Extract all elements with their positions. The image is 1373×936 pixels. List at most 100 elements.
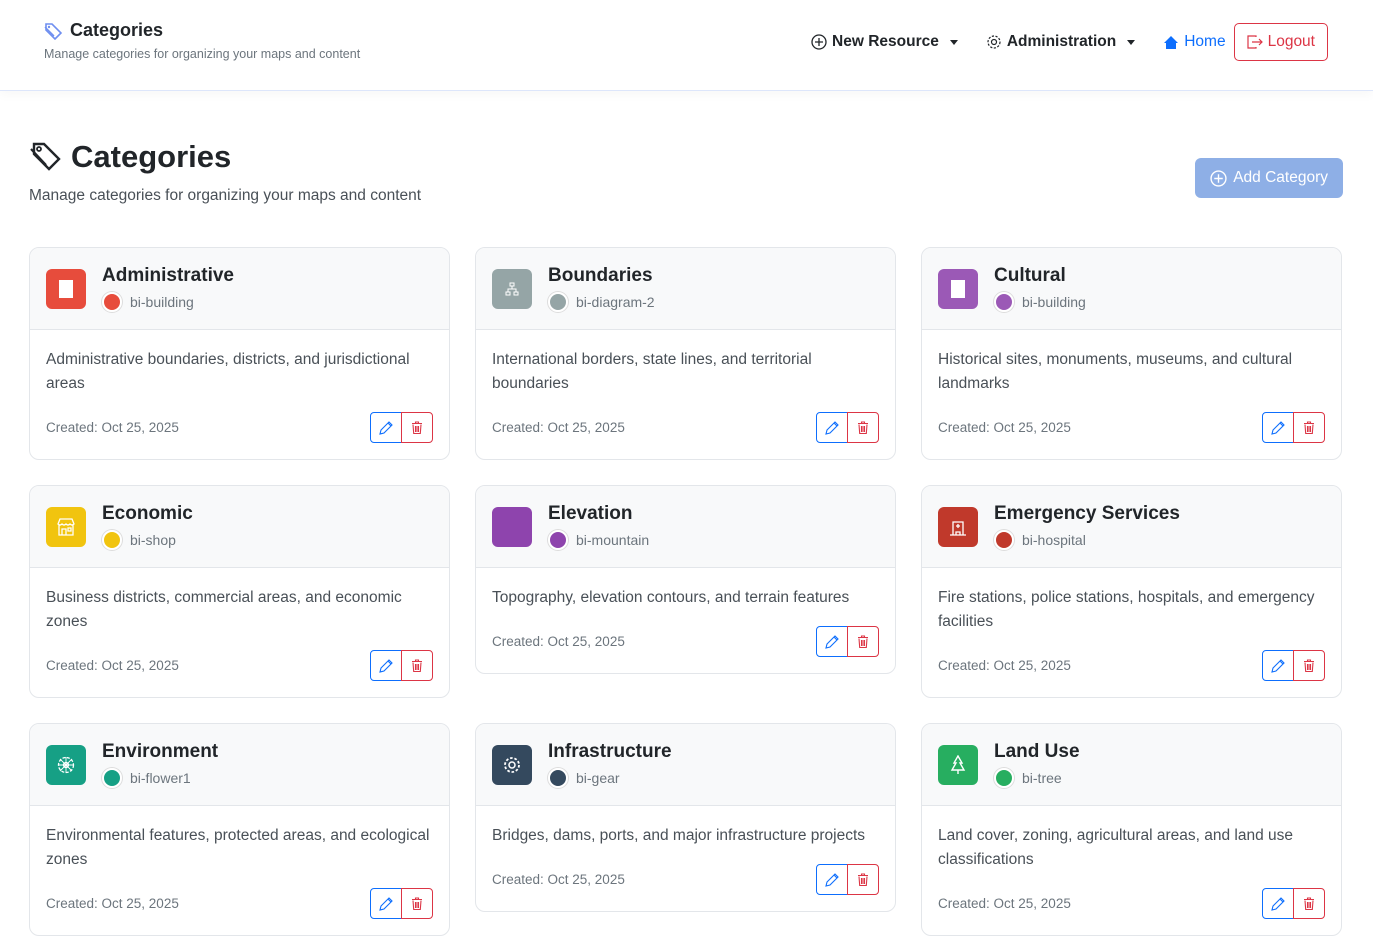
top-navbar: Categories Manage categories for organiz… xyxy=(0,0,1373,91)
category-name: Infrastructure xyxy=(548,741,672,762)
category-icon xyxy=(938,506,978,547)
icon-name: bi-building xyxy=(130,294,194,310)
category-icon xyxy=(492,506,532,547)
category-icon xyxy=(938,744,978,785)
delete-button[interactable] xyxy=(847,864,879,895)
edit-button[interactable] xyxy=(1262,650,1294,681)
pencil-icon xyxy=(825,634,839,649)
color-swatch xyxy=(548,768,568,788)
category-grid: Administrative bi-building Administrativ… xyxy=(0,205,1373,936)
category-card: Cultural bi-building Historical sites, m… xyxy=(921,247,1342,460)
card-header: Environment bi-flower1 xyxy=(30,724,449,806)
pencil-icon xyxy=(1271,420,1285,435)
icon-name: bi-building xyxy=(1022,294,1086,310)
card-header: Administrative bi-building xyxy=(30,248,449,330)
category-icon xyxy=(46,506,86,547)
category-name: Boundaries xyxy=(548,265,653,286)
tags-icon xyxy=(44,22,63,40)
category-description: Land cover, zoning, agricultural areas, … xyxy=(938,827,1294,868)
logout-button[interactable]: Logout xyxy=(1233,23,1328,61)
delete-button[interactable] xyxy=(1293,888,1325,919)
card-header: Emergency Services bi-hospital xyxy=(922,486,1341,568)
caret-down-icon xyxy=(949,39,958,45)
category-name: Emergency Services xyxy=(994,503,1180,524)
nav-menu: New Resource Administration Home Logout xyxy=(811,23,1328,61)
edit-button[interactable] xyxy=(370,412,402,443)
trash-icon xyxy=(858,635,868,648)
pencil-icon xyxy=(1271,658,1285,673)
category-description: Fire stations, police stations, hospital… xyxy=(938,589,1315,630)
delete-button[interactable] xyxy=(847,626,879,657)
category-icon xyxy=(46,268,86,309)
caret-down-icon xyxy=(1127,39,1136,45)
pencil-icon xyxy=(379,658,393,673)
brand[interactable]: Categories Manage categories for organiz… xyxy=(44,20,360,61)
edit-button[interactable] xyxy=(816,412,848,443)
plus-circle-icon xyxy=(1210,169,1227,187)
created-date: Created: Oct 25, 2025 xyxy=(46,896,179,911)
edit-button[interactable] xyxy=(816,864,848,895)
icon-name: bi-flower1 xyxy=(130,770,191,786)
administration-dropdown[interactable]: Administration xyxy=(986,33,1136,51)
pencil-icon xyxy=(379,896,393,911)
page-title: Categories xyxy=(71,139,232,174)
add-category-button[interactable]: Add Category xyxy=(1195,158,1343,198)
edit-button[interactable] xyxy=(370,650,402,681)
new-resource-dropdown[interactable]: New Resource xyxy=(811,33,958,51)
logout-label: Logout xyxy=(1267,33,1315,50)
category-name: Land Use xyxy=(994,741,1080,762)
icon-name: bi-shop xyxy=(130,532,176,548)
pencil-icon xyxy=(825,872,839,887)
page-header: Categories Manage categories for organiz… xyxy=(0,91,1373,205)
delete-button[interactable] xyxy=(401,888,433,919)
icon-name: bi-hospital xyxy=(1022,532,1086,548)
created-date: Created: Oct 25, 2025 xyxy=(46,420,179,435)
category-card: Infrastructure bi-gear Bridges, dams, po… xyxy=(475,723,896,912)
category-card: Emergency Services bi-hospital Fire stat… xyxy=(921,485,1342,698)
color-swatch xyxy=(994,292,1014,312)
administration-label: Administration xyxy=(1006,33,1117,50)
delete-button[interactable] xyxy=(401,650,433,681)
color-swatch xyxy=(994,530,1014,550)
trash-icon xyxy=(412,897,422,910)
edit-button[interactable] xyxy=(370,888,402,919)
edit-button[interactable] xyxy=(1262,412,1294,443)
edit-button[interactable] xyxy=(816,626,848,657)
home-link[interactable]: Home xyxy=(1163,33,1226,51)
created-date: Created: Oct 25, 2025 xyxy=(938,658,1071,673)
color-swatch xyxy=(548,292,568,312)
trash-icon xyxy=(1304,897,1314,910)
category-name: Elevation xyxy=(548,503,633,524)
category-description: Historical sites, monuments, museums, an… xyxy=(938,351,1293,392)
category-card: Elevation bi-mountain Topography, elevat… xyxy=(475,485,896,674)
color-swatch xyxy=(102,292,122,312)
edit-button[interactable] xyxy=(1262,888,1294,919)
card-header: Elevation bi-mountain xyxy=(476,486,895,568)
box-arrow-right-icon xyxy=(1246,35,1263,49)
trash-icon xyxy=(858,421,868,434)
category-icon xyxy=(938,268,978,309)
category-card: Economic bi-shop Business districts, com… xyxy=(29,485,450,698)
pencil-icon xyxy=(1271,896,1285,911)
icon-name: bi-diagram-2 xyxy=(576,294,655,310)
home-label: Home xyxy=(1184,33,1226,50)
gear-icon xyxy=(987,35,1001,49)
card-header: Economic bi-shop xyxy=(30,486,449,568)
pencil-icon xyxy=(379,420,393,435)
delete-button[interactable] xyxy=(401,412,433,443)
category-card: Boundaries bi-diagram-2 International bo… xyxy=(475,247,896,460)
card-header: Infrastructure bi-gear xyxy=(476,724,895,806)
icon-name: bi-mountain xyxy=(576,532,650,548)
delete-button[interactable] xyxy=(1293,412,1325,443)
created-date: Created: Oct 25, 2025 xyxy=(492,634,625,649)
new-resource-label: New Resource xyxy=(832,33,939,50)
brand-subtitle: Manage categories for organizing your ma… xyxy=(44,47,361,61)
delete-button[interactable] xyxy=(847,412,879,443)
category-name: Cultural xyxy=(994,265,1066,286)
delete-button[interactable] xyxy=(1293,650,1325,681)
category-icon xyxy=(492,744,532,785)
category-description: International borders, state lines, and … xyxy=(492,351,812,392)
icon-name: bi-tree xyxy=(1022,770,1062,786)
color-swatch xyxy=(994,768,1014,788)
category-description: Environmental features, protected areas,… xyxy=(46,827,430,868)
